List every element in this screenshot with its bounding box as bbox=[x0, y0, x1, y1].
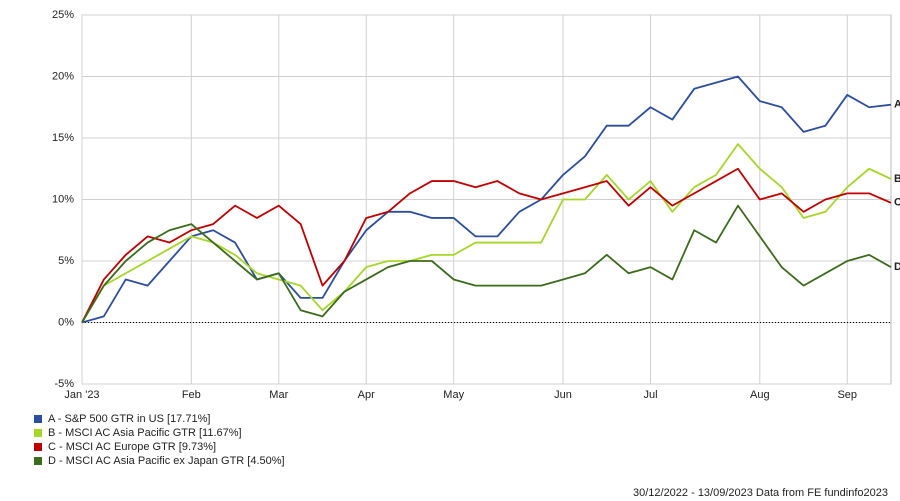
legend-swatch bbox=[34, 457, 42, 465]
x-tick-label: Jul bbox=[643, 389, 657, 401]
y-tick-label: 15% bbox=[52, 132, 74, 144]
x-tick-label: Sep bbox=[837, 389, 857, 401]
series-line bbox=[81, 75, 892, 324]
y-tick-label: 20% bbox=[52, 70, 74, 82]
x-tick-label: May bbox=[443, 389, 464, 401]
legend-label: B - MSCI AC Asia Pacific GTR [11.67%] bbox=[48, 427, 242, 439]
y-tick-label: 0% bbox=[58, 316, 74, 328]
end-label: B bbox=[894, 173, 900, 185]
legend-swatch bbox=[34, 429, 42, 437]
legend-label: C - MSCI AC Europe GTR [9.73%] bbox=[48, 441, 216, 453]
end-label: D bbox=[894, 261, 900, 273]
y-tick-label: 25% bbox=[52, 9, 74, 21]
legend-label: D - MSCI AC Asia Pacific ex Japan GTR [4… bbox=[48, 455, 285, 467]
x-tick-label: Apr bbox=[358, 389, 375, 401]
end-label: A bbox=[894, 99, 900, 111]
legend-swatch bbox=[34, 443, 42, 451]
y-tick-label: 5% bbox=[58, 255, 74, 267]
y-tick-label: -5% bbox=[54, 378, 74, 390]
series-line bbox=[81, 167, 892, 323]
footer: 30/12/2022 - 13/09/2023 Data from FE fun… bbox=[633, 487, 888, 499]
x-tick-label: Jun bbox=[554, 389, 572, 401]
y-tick-label: 10% bbox=[52, 193, 74, 205]
series-line bbox=[81, 204, 892, 323]
end-label: C bbox=[894, 197, 900, 209]
x-tick-label: Jan '23 bbox=[64, 389, 99, 401]
x-tick-label: Aug bbox=[750, 389, 770, 401]
legend-swatch bbox=[34, 415, 42, 423]
x-tick-label: Mar bbox=[269, 389, 288, 401]
legend-label: A - S&P 500 GTR in US [17.71%] bbox=[48, 413, 210, 425]
x-tick-label: Feb bbox=[182, 389, 201, 401]
